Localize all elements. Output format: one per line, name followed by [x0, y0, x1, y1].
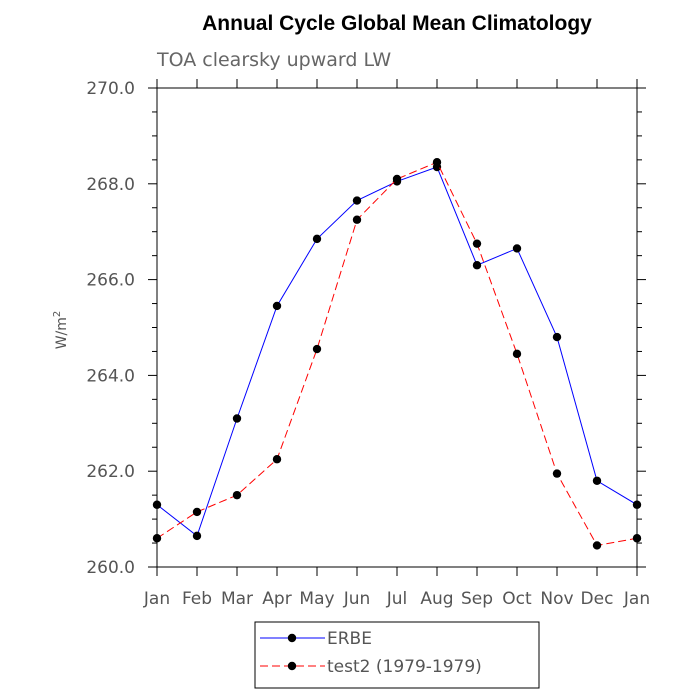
series-2-point	[312, 344, 322, 354]
x-tick-label: Aug	[420, 589, 453, 609]
series-2-point	[512, 349, 522, 359]
series-line-2	[156, 161, 638, 547]
series-2-point	[592, 541, 602, 550]
series-2-point	[272, 455, 282, 464]
chart-subtitle: TOA clearsky upward LW	[156, 49, 391, 71]
chart-title: Annual Cycle Global Mean Climatology	[202, 12, 592, 35]
series-2-point	[632, 534, 642, 543]
axis-ticks: 260.0 262.0 264.0 266.0 268.0 270.0 Jan Feb Mar A…	[86, 79, 650, 609]
legend-box	[254, 621, 540, 689]
legend: ERBE test2 (1979-1979)	[254, 621, 540, 689]
series-1-point	[472, 261, 482, 270]
series-2-point	[352, 215, 362, 224]
y-tick-label: 264.0	[86, 366, 135, 386]
series-2-point	[432, 158, 442, 167]
plot-area	[156, 87, 638, 568]
svg-text:W/m2: W/m2	[52, 311, 70, 350]
x-tick-label: Jan	[143, 589, 170, 609]
x-tick-label: Dec	[581, 589, 614, 609]
series-2-point	[552, 469, 562, 478]
y-axis-label-superscript: 2	[52, 311, 63, 317]
series-1-point	[312, 234, 322, 244]
series-1-point	[592, 476, 602, 485]
series-2-point	[392, 174, 402, 184]
x-tick-label: May	[299, 589, 334, 609]
series-2-point	[232, 490, 242, 500]
series-layer	[152, 158, 642, 550]
x-tick-label: Feb	[182, 589, 212, 609]
series-1-point	[272, 301, 282, 311]
y-tick-label: 260.0	[86, 558, 135, 578]
x-tick-label: Sep	[461, 589, 493, 609]
x-tick-label: Apr	[262, 589, 291, 609]
series-2-point	[152, 534, 162, 543]
series-line-1	[156, 166, 638, 537]
series-1-point	[632, 500, 642, 509]
x-tick-label: Oct	[502, 589, 532, 609]
legend-label-2: test2 (1979-1979)	[327, 657, 482, 677]
series-2-point	[472, 239, 482, 248]
x-tick-label: Jan	[623, 589, 650, 609]
legend-marker-1	[287, 633, 297, 643]
x-tick-label: Jul	[386, 589, 408, 609]
series-2-point	[192, 507, 202, 517]
x-tick-label: Mar	[221, 589, 253, 609]
plot-border	[156, 87, 638, 568]
series-1-point	[352, 196, 362, 205]
y-tick-label: 270.0	[86, 79, 135, 99]
series-1-point	[232, 414, 242, 423]
legend-marker-2	[287, 661, 297, 671]
x-tick-label: Jun	[343, 589, 371, 609]
y-tick-label: 266.0	[86, 271, 135, 291]
series-1-point	[512, 244, 522, 253]
y-axis-label: W/m2	[52, 311, 70, 350]
series-1-point	[552, 332, 562, 342]
x-tick-label: Nov	[540, 589, 573, 609]
series-1-point	[192, 531, 202, 541]
legend-label-1: ERBE	[327, 629, 372, 649]
series-1-point	[152, 500, 162, 509]
y-axis-label-text: W/m	[54, 317, 70, 349]
y-tick-label: 262.0	[86, 462, 135, 482]
y-tick-label: 268.0	[86, 175, 135, 195]
